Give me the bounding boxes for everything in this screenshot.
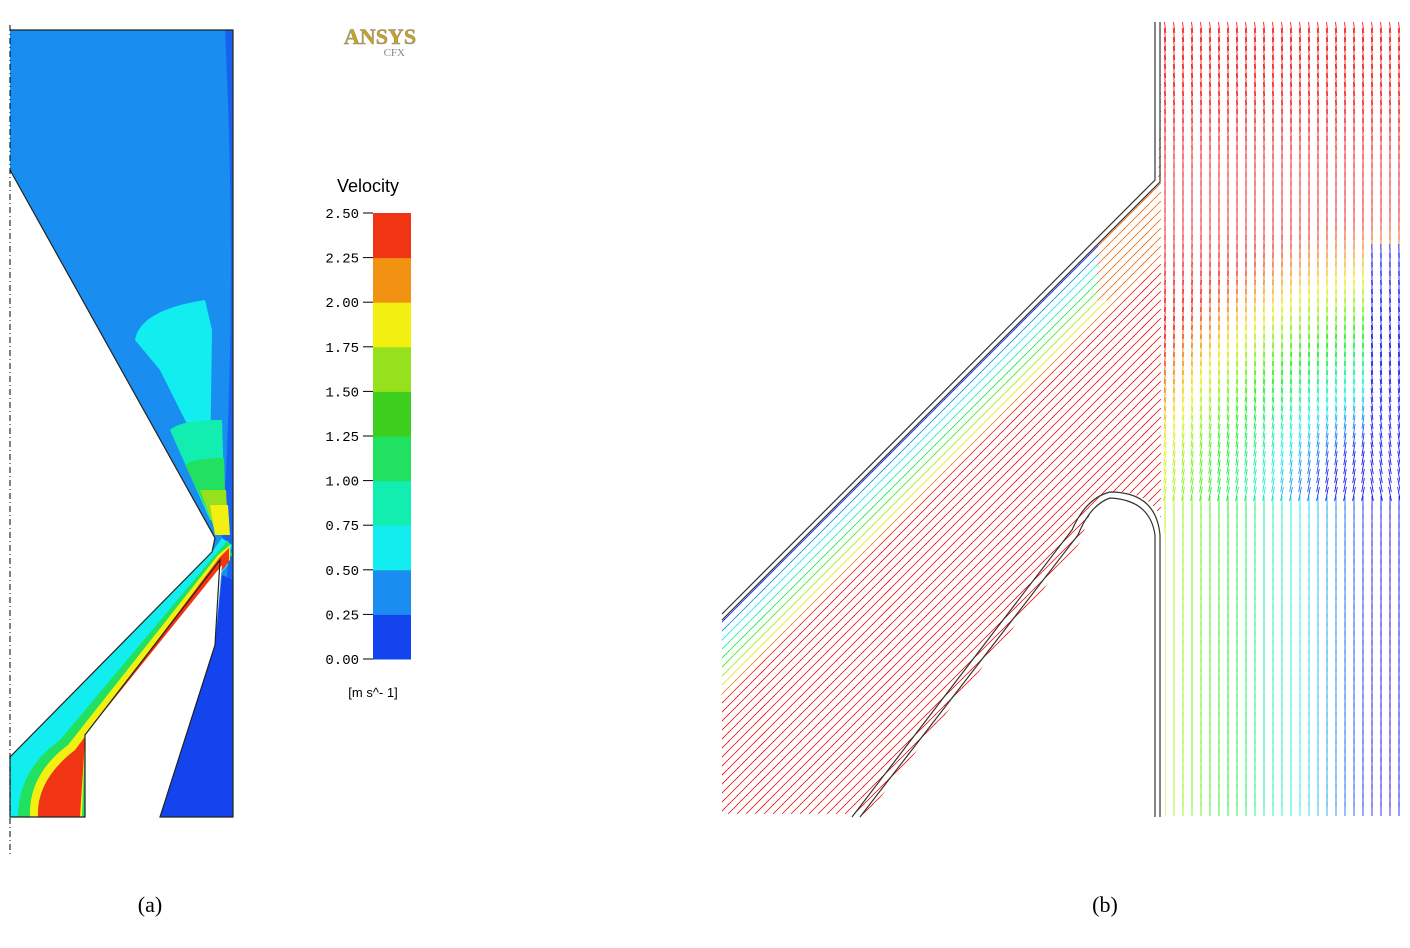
logo-product: CFX <box>384 47 405 59</box>
colorbar-tick-label: 1.00 <box>325 475 359 491</box>
colorbar-band <box>373 614 411 659</box>
colorbar-tick-label: 2.50 <box>325 207 359 223</box>
colorbar-band <box>373 570 411 615</box>
colorbar-title: Velocity <box>337 176 399 196</box>
colorbar-band <box>373 481 411 526</box>
colorbar-band <box>373 436 411 481</box>
colorbar-band <box>373 302 411 347</box>
colorbar-unit: [m s^- 1] <box>348 685 397 700</box>
colorbar-tick-label: 1.25 <box>325 430 359 446</box>
colorbar: 2.50 2.25 2.00 1.75 1.50 1.25 1.00 0.75 0.50 0.25… <box>325 207 411 669</box>
vector-plot <box>722 22 1400 817</box>
contour-plot <box>10 25 233 855</box>
colorbar-tick-label: 2.00 <box>325 296 359 312</box>
colorbar-tick-label: 2.25 <box>325 252 359 268</box>
colorbar-tick-label: 0.25 <box>325 608 359 624</box>
logo-brand: ANSYS <box>344 24 416 49</box>
colorbar-band <box>373 391 411 436</box>
colorbar-band <box>373 347 411 392</box>
colorbar-band <box>373 213 411 258</box>
colorbar-tick-label: 0.75 <box>325 519 359 535</box>
colorbar-tick-label: 1.75 <box>325 341 359 357</box>
colorbar-band <box>373 525 411 570</box>
colorbar-tick-label: 0.00 <box>325 653 359 669</box>
colorbar-tick-label: 1.50 <box>325 385 359 401</box>
colorbar-tick-label: 0.50 <box>325 564 359 580</box>
colorbar-band <box>373 258 411 303</box>
